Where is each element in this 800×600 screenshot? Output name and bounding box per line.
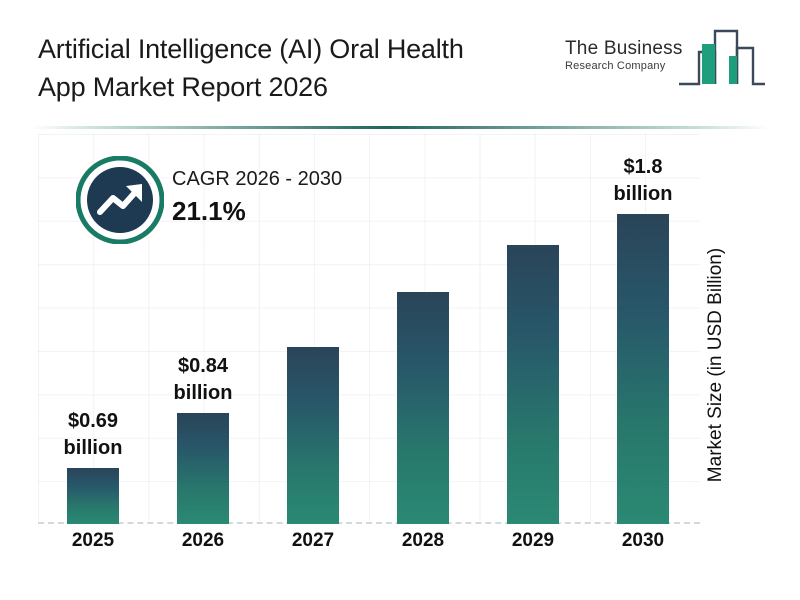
bar-value-2030: $1.8 (623, 156, 663, 178)
logo-wordmark: The Business Research Company (565, 38, 697, 73)
cagr-value: 21.1% (172, 196, 246, 226)
x-tick-2030: 2030 (621, 530, 665, 551)
x-tick-2026: 2026 (181, 530, 225, 551)
x-tick-2025: 2025 (71, 530, 115, 551)
bar-group-2029[interactable] (478, 134, 588, 524)
company-logo: The Business Research Company (565, 26, 765, 102)
bar-value-2025: $0.69 (67, 410, 119, 432)
x-tick-2027: 2027 (291, 530, 335, 551)
bar-2027[interactable] (287, 347, 339, 524)
bar-value-label-2025: $0.69 billion (38, 408, 148, 462)
bar-value-2026: $0.84 (177, 355, 229, 377)
page-title-line-2: App Market Report 2026 (38, 72, 328, 102)
bar-2030[interactable] (617, 214, 669, 524)
cagr-badge: CAGR 2026 - 2030 21.1% (75, 155, 376, 246)
bar-2026[interactable] (177, 413, 229, 524)
x-tick-2029: 2029 (511, 530, 555, 551)
bar-chart-logo-mark (677, 26, 765, 101)
bar-unit-2025: billion (63, 437, 123, 459)
bar-unit-2030: billion (613, 183, 673, 205)
bar-2025[interactable] (67, 468, 119, 524)
bar-unit-2026: billion (173, 382, 233, 404)
header: Artificial Intelligence (AI) Oral Health… (0, 0, 800, 129)
bar-group-2030[interactable]: $1.8 billion (588, 134, 698, 524)
bar-2029[interactable] (507, 245, 559, 524)
bar-group-2028[interactable] (368, 134, 478, 524)
logo-line-1: The Business (565, 38, 683, 59)
bar-group-2027[interactable] (258, 134, 368, 524)
y-axis-title: Market Size (in USD Billion) (703, 215, 729, 515)
logo-line-2: Research Company (565, 60, 666, 72)
cagr-text-block: CAGR 2026 - 2030 21.1% (172, 166, 342, 228)
x-tick-2028: 2028 (401, 530, 445, 551)
bar-group-2025[interactable]: $0.69 billion (38, 134, 148, 524)
x-axis-labels: 2025 2026 2027 2028 2029 2030 (38, 530, 700, 564)
bar-series: $0.69 billion $0.84 billion (38, 134, 700, 524)
header-divider (30, 126, 770, 129)
x-axis-baseline (38, 522, 700, 524)
bar-group-2026[interactable]: $0.84 billion (148, 134, 258, 524)
page-title: Artificial Intelligence (AI) Oral Health… (38, 30, 558, 106)
page-title-line-1: Artificial Intelligence (AI) Oral Health (38, 34, 464, 64)
bar-value-label-2030: $1.8 billion (588, 154, 698, 208)
cagr-period-label: CAGR 2026 - 2030 (172, 168, 343, 190)
bar-value-label-2026: $0.84 billion (148, 353, 258, 407)
trend-up-arrow-icon (75, 155, 165, 245)
bar-2028[interactable] (397, 292, 449, 524)
y-axis-title-text: Market Size (in USD Billion) (705, 247, 726, 483)
